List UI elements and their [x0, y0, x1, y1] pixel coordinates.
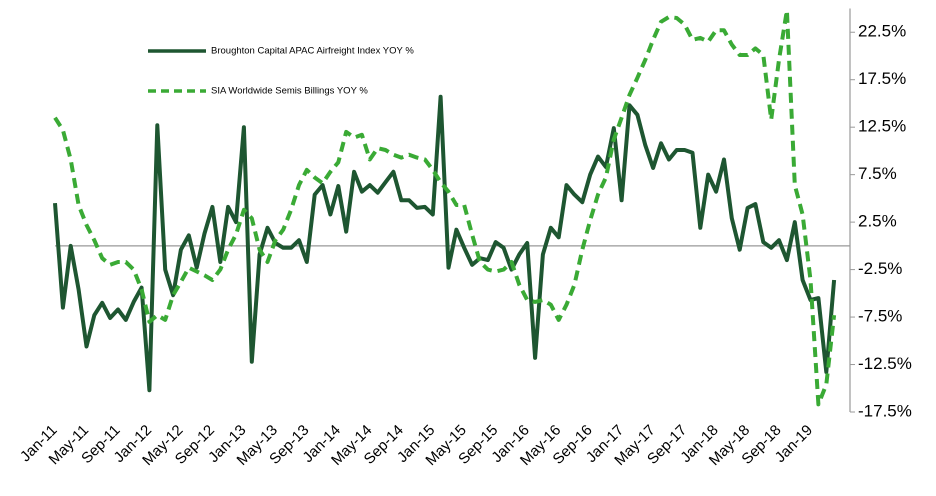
- series-line: [53, 8, 837, 407]
- y-tick-label: 22.5%: [858, 22, 906, 41]
- legend-label: Broughton Capital APAC Airfreight Index …: [211, 46, 414, 57]
- y-tick-label: 2.5%: [858, 212, 897, 231]
- y-tick-label: 17.5%: [858, 69, 906, 88]
- y-tick-label: 12.5%: [858, 117, 906, 136]
- y-tick-label: -2.5%: [858, 259, 902, 278]
- y-tick-label: -12.5%: [858, 354, 912, 373]
- y-tick-label: -7.5%: [858, 307, 902, 326]
- legend-label: SIA Worldwide Semis Billings YOY %: [211, 86, 368, 97]
- y-tick-label: -17.5%: [858, 401, 912, 420]
- y-tick-label: 7.5%: [858, 164, 897, 183]
- series-line: [53, 94, 837, 393]
